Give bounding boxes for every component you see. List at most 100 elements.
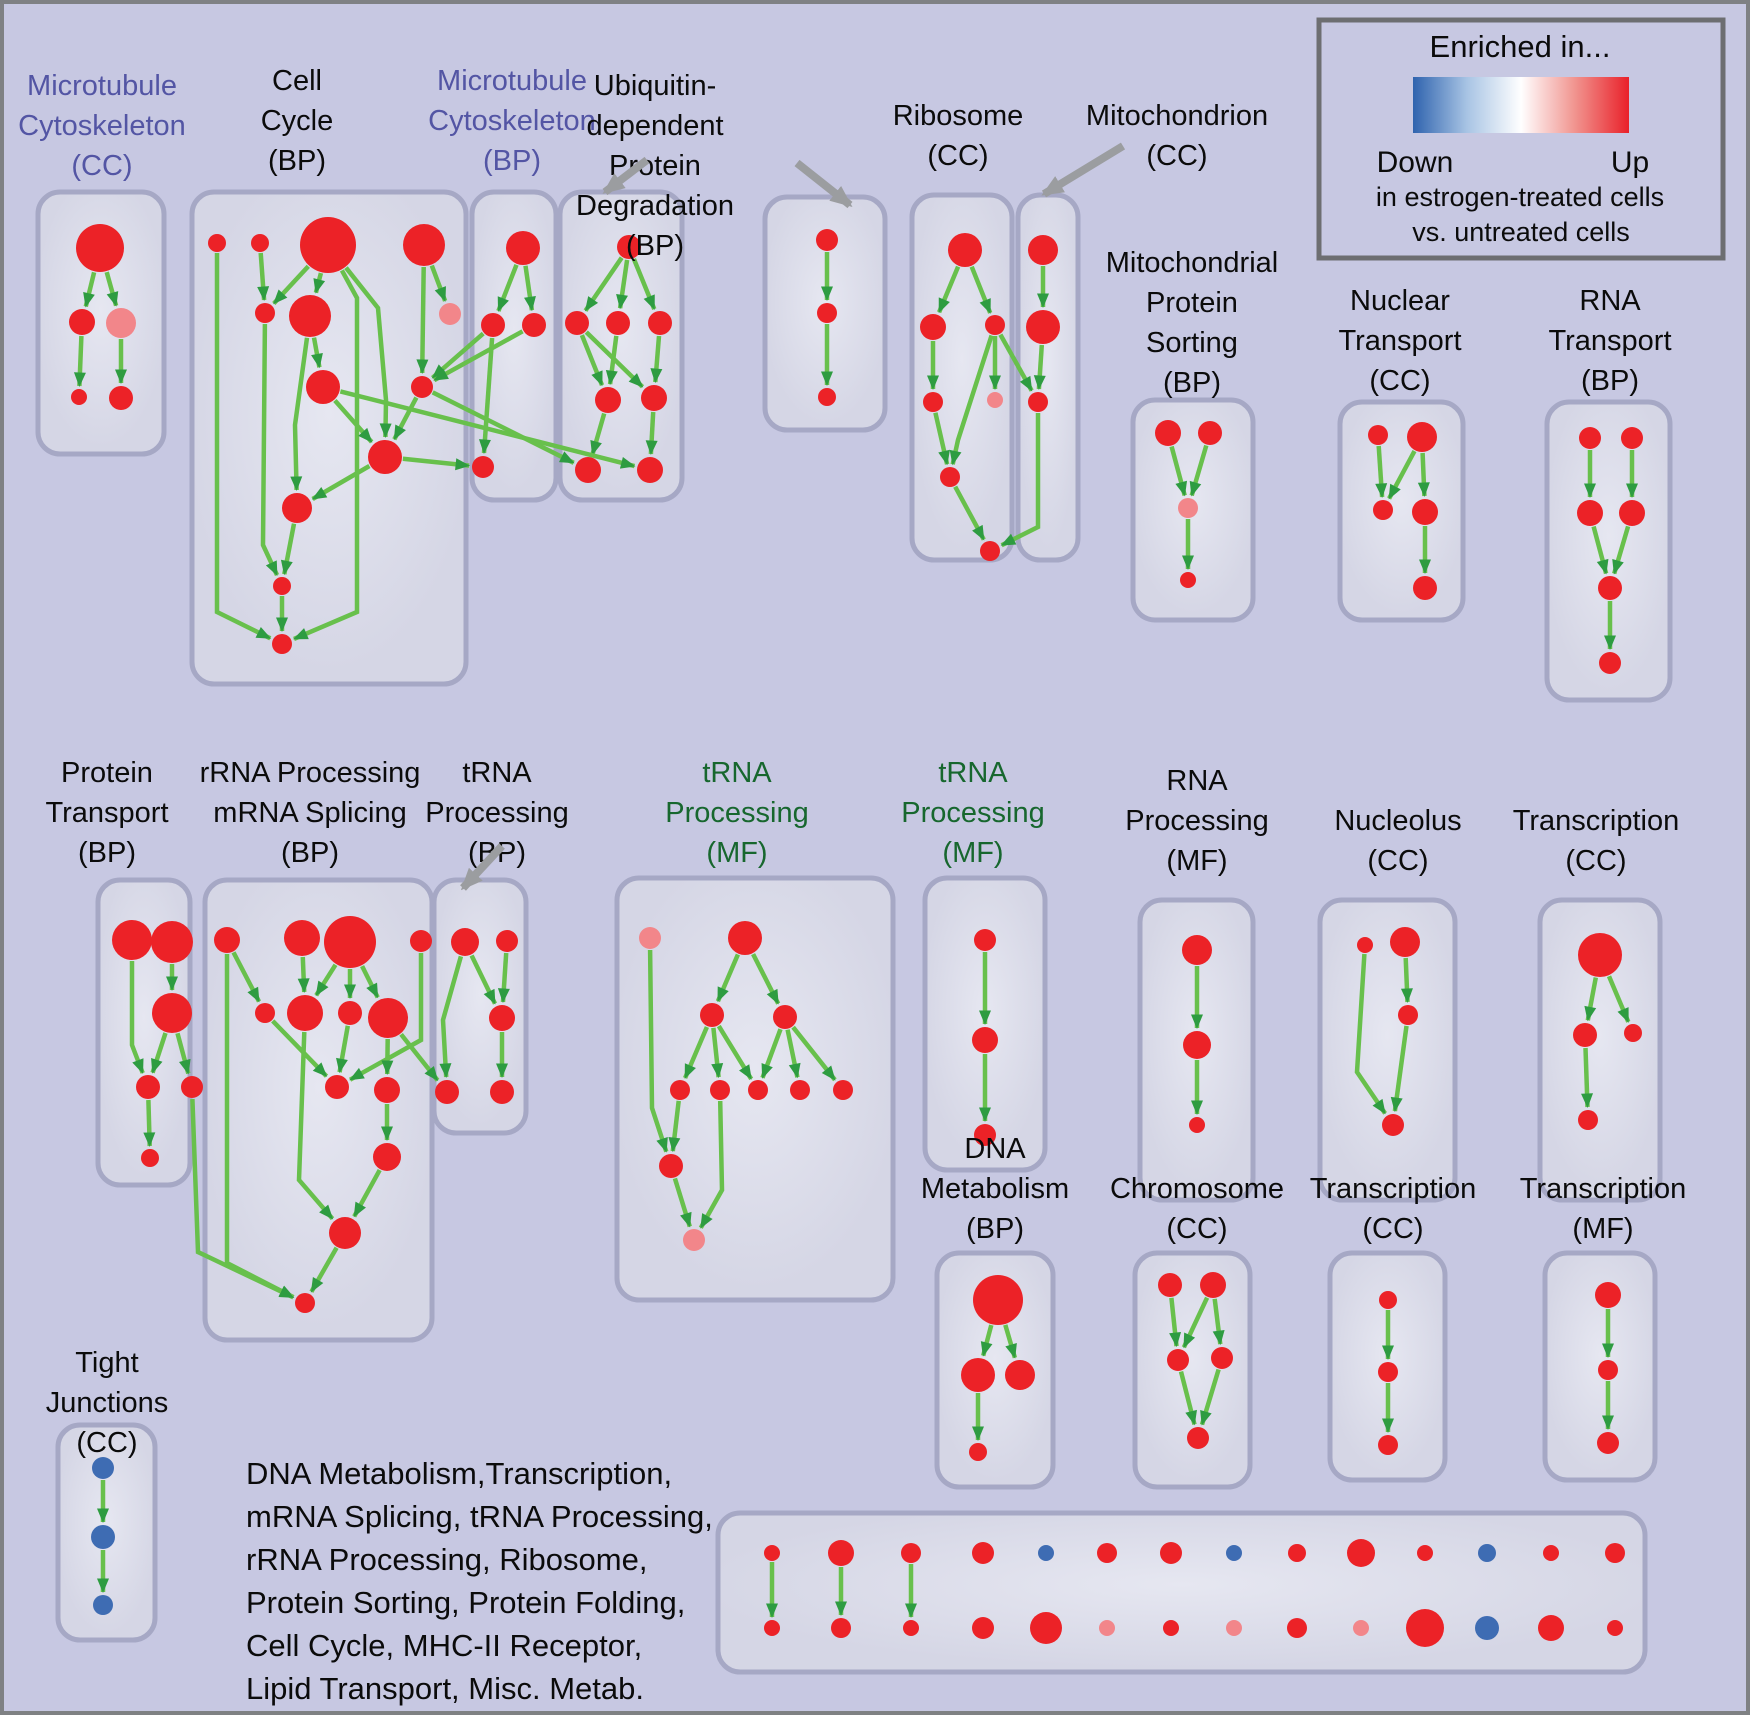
edge-rib bbox=[937, 265, 961, 314]
go-term-node-misc-t6 bbox=[1097, 1543, 1117, 1563]
go-term-node-chrom-m1 bbox=[1167, 1349, 1189, 1371]
go-term-node-misc-b9 bbox=[1287, 1618, 1307, 1638]
edge-rib bbox=[953, 485, 986, 541]
go-term-node-ub-t bbox=[617, 235, 641, 259]
edge-trnamf bbox=[683, 1026, 709, 1079]
go-term-node-chrom-t1 bbox=[1158, 1273, 1182, 1297]
go-term-node-trcc2-a bbox=[1379, 1291, 1397, 1309]
legend-condition-line1: in estrogen-treated cells bbox=[1376, 182, 1664, 212]
go-term-node-rrna-r4 bbox=[368, 998, 408, 1038]
edge-ub bbox=[616, 259, 630, 310]
labels: Microtubule Cytoskeleton (CC) Cell Cycle (BP)… bbox=[18, 65, 1686, 1706]
go-term-node-misc-t5 bbox=[1038, 1545, 1054, 1561]
cross-edge bbox=[402, 456, 471, 471]
edge-cc bbox=[214, 253, 272, 641]
go-term-node-misc-t14 bbox=[1605, 1543, 1625, 1563]
go-term-node-mtcc-b bbox=[69, 309, 95, 335]
cluster-label-trmf: Transcription (MF) bbox=[1520, 1173, 1687, 1245]
edge-mtbp bbox=[496, 263, 519, 312]
edge-nuct bbox=[1387, 450, 1417, 500]
edge-cc bbox=[429, 264, 448, 302]
cluster-label-tj: Tight Junctions (CC) bbox=[46, 1347, 169, 1459]
edge-trnamf bbox=[698, 1100, 725, 1229]
go-term-node-misc-t12 bbox=[1478, 1544, 1496, 1562]
go-term-node-cc-j bbox=[368, 440, 402, 474]
go-term-node-rib-ml bbox=[920, 314, 946, 340]
legend-colorbar bbox=[1413, 77, 1629, 133]
go-term-node-dnam-b bbox=[969, 1443, 987, 1461]
cross-edge bbox=[431, 390, 575, 465]
go-term-node-trmf-c bbox=[1597, 1432, 1619, 1454]
nodes bbox=[69, 217, 1645, 1647]
edge-rrna bbox=[309, 1246, 339, 1293]
edge-rrna bbox=[360, 965, 380, 999]
edge-ub bbox=[645, 411, 658, 455]
go-term-node-trnamf-l4 bbox=[790, 1080, 810, 1100]
go-term-node-cc-k bbox=[282, 493, 312, 523]
edge-msort bbox=[1189, 444, 1209, 497]
go-term-node-cc-e bbox=[255, 303, 275, 323]
edge-ub bbox=[583, 256, 624, 312]
go-term-node-misc-b4 bbox=[972, 1617, 994, 1639]
go-term-node-ub-lo1 bbox=[595, 387, 621, 413]
go-term-node-misc-b14 bbox=[1607, 1620, 1623, 1636]
go-term-node-rnamf-a bbox=[1182, 935, 1212, 965]
edge-rnat bbox=[1612, 525, 1631, 575]
go-term-node-misc-b13 bbox=[1538, 1615, 1564, 1641]
legend-condition-line2: vs. untreated cells bbox=[1412, 217, 1630, 247]
go-term-node-misc-t2 bbox=[828, 1540, 854, 1566]
go-term-node-trnabp-t2 bbox=[496, 930, 518, 952]
label-pointer-arrow-3 bbox=[460, 843, 505, 891]
edge-trnamf bbox=[647, 949, 669, 1153]
go-term-node-tj-c bbox=[93, 1595, 113, 1615]
go-term-node-rrna-r7 bbox=[338, 1001, 362, 1025]
go-term-node-trmf-a bbox=[1595, 1282, 1621, 1308]
label-pointer-arrow-1 bbox=[794, 159, 853, 209]
go-term-node-cc-l bbox=[273, 577, 291, 595]
edge-pt bbox=[129, 961, 145, 1074]
go-term-node-trnamf-l1 bbox=[670, 1080, 690, 1100]
go-term-node-pt-b bbox=[141, 1149, 159, 1167]
go-term-node-cc-g bbox=[439, 303, 461, 325]
edge-mtcc bbox=[73, 335, 86, 387]
go-term-node-trnamf2-a bbox=[974, 929, 996, 951]
go-term-node-msort-t1 bbox=[1155, 420, 1181, 446]
cross-edge bbox=[998, 333, 1034, 392]
go-term-node-ub-b2 bbox=[637, 457, 663, 483]
go-term-node-misc-t13 bbox=[1543, 1545, 1559, 1561]
go-term-node-trnamf-pb bbox=[683, 1229, 705, 1251]
go-term-node-mito-m bbox=[1026, 310, 1060, 344]
edge-rrna bbox=[352, 1169, 382, 1218]
go-term-node-ub-m2 bbox=[606, 311, 630, 335]
go-term-node-mtbp-ml bbox=[481, 313, 505, 337]
go-term-node-rrna-r3 bbox=[324, 916, 376, 968]
edge-rnat bbox=[1591, 525, 1609, 575]
go-term-node-trnamf-l2 bbox=[710, 1080, 730, 1100]
go-term-node-ubs-c bbox=[818, 388, 836, 406]
go-term-node-misc-t1 bbox=[764, 1545, 780, 1561]
edge-rrna bbox=[271, 1019, 329, 1078]
edge-rib bbox=[933, 412, 950, 466]
go-term-node-misc-t9 bbox=[1288, 1544, 1306, 1562]
edge-mito bbox=[1033, 344, 1046, 390]
edge-ub bbox=[605, 335, 619, 386]
edge-cc bbox=[311, 337, 323, 369]
legend-down-label: Down bbox=[1377, 146, 1454, 179]
edge-trnamf bbox=[716, 1024, 754, 1081]
cluster-label-mtbp: Microtubule Cytoskeleton (BP) bbox=[428, 65, 596, 177]
edges bbox=[73, 252, 1638, 1618]
edge-rrna bbox=[296, 1031, 335, 1221]
cluster-label-nucl: Nucleolus (CC) bbox=[1334, 805, 1461, 877]
go-term-node-nucl-b bbox=[1382, 1114, 1404, 1136]
go-term-node-rrna-r9 bbox=[374, 1077, 400, 1103]
go-term-node-misc-b12 bbox=[1475, 1616, 1499, 1640]
cluster-box-rnat bbox=[1544, 399, 1673, 703]
cluster-label-chrom: Chromosome (CC) bbox=[1110, 1173, 1284, 1245]
edge-nucl bbox=[1400, 957, 1413, 1003]
go-term-node-msort-p bbox=[1178, 498, 1198, 518]
go-term-node-mito-t bbox=[1028, 235, 1058, 265]
edge-ub bbox=[590, 412, 607, 456]
go-term-node-rrna-r10 bbox=[373, 1143, 401, 1171]
cluster-label-mito: Mitochondrion (CC) bbox=[1086, 100, 1268, 172]
